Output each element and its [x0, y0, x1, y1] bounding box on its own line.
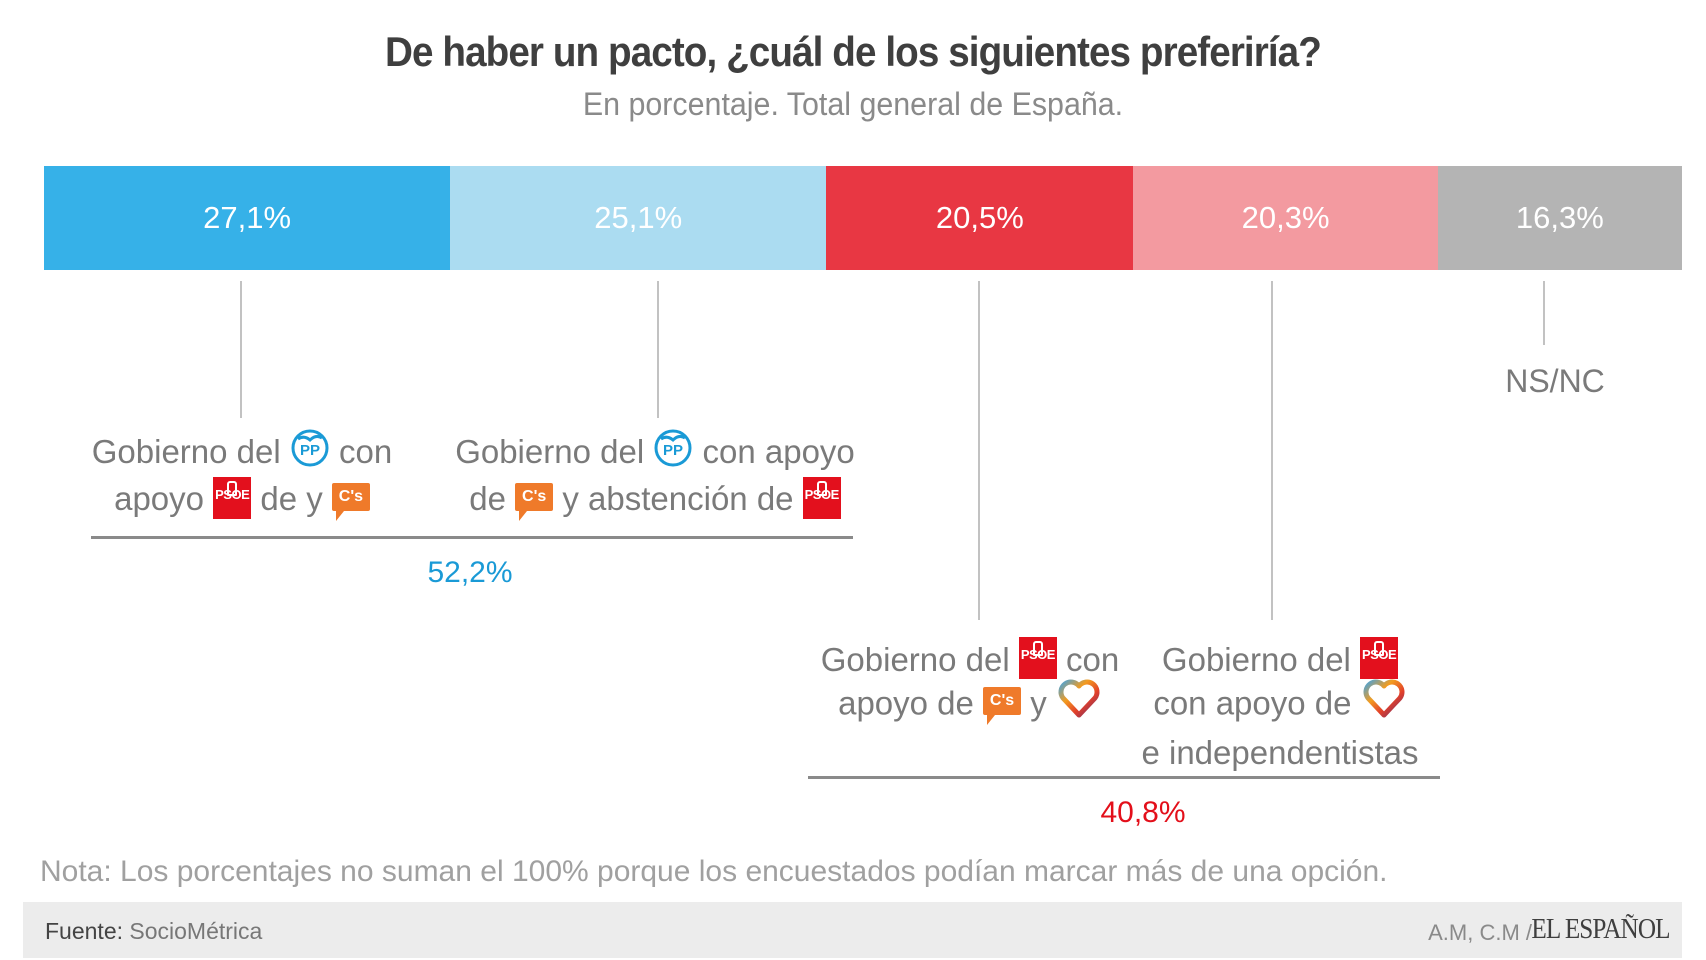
chart-subtitle: En porcentaje. Total general de España.	[582, 86, 1124, 122]
chart-title: De haber un pacto, ¿cuál de los siguient…	[385, 28, 1322, 75]
psoe-logo-icon: PSOE	[802, 476, 841, 519]
connector-line-4	[1543, 281, 1545, 345]
label-text: apoyo de	[838, 684, 974, 722]
bar-value-label: 25,1%	[594, 200, 683, 235]
bar-segment-2: 20,5%	[826, 166, 1134, 270]
bar-value-label: 16,3%	[1515, 200, 1604, 235]
label-text: de	[469, 480, 507, 518]
label-text: con	[339, 433, 393, 470]
cs-logo-icon: C's	[331, 482, 370, 521]
bar-segment-1: 25,1%	[450, 166, 827, 270]
psoe-logo-icon: PSOE	[1018, 637, 1057, 680]
label-text: e independentistas	[1141, 734, 1419, 771]
label-text: con apoyo de	[1153, 684, 1352, 722]
connector-line-2	[978, 281, 980, 620]
footer: Fuente: SocioMétrica A.M, C.M / EL ESPAÑ…	[23, 902, 1682, 958]
label-text: Gobierno del	[1161, 641, 1351, 678]
cs-logo-icon: C's	[983, 687, 1022, 725]
bar-value-label: 27,1%	[203, 200, 292, 235]
label-text: con apoyo	[702, 433, 855, 470]
option-label-psoe-podemos-independentistas: Gobierno del PSOE con apoyo de e indepen…	[1120, 637, 1440, 774]
connector-line-1	[657, 281, 659, 418]
psoe-logo-icon: PSOE	[213, 476, 252, 519]
label-text: Gobierno del	[91, 433, 281, 470]
option-label-nsnc: NS/NC	[1505, 363, 1605, 399]
svg-text:PP: PP	[300, 442, 320, 459]
podemos-heart-icon	[1361, 679, 1407, 731]
bar-segment-0: 27,1%	[44, 166, 451, 270]
footnote: Nota: Los porcentajes no suman el 100% p…	[40, 855, 1388, 888]
label-text: de y	[260, 480, 323, 518]
label-text: Gobierno del	[820, 641, 1010, 678]
source-value: SocioMétrica	[129, 918, 263, 944]
group-total-left-bloc: 40,8%	[1100, 796, 1186, 829]
option-label-pp-psoe-cs: Gobierno del PP con apoyo PSOE de y C's	[72, 429, 412, 521]
option-label-psoe-cs-podemos: Gobierno del PSOE con apoyo de C's y	[800, 637, 1140, 731]
cs-logo-icon: C's	[515, 482, 554, 521]
bar-value-label: 20,5%	[935, 200, 1024, 235]
label-text: y	[1030, 684, 1047, 722]
option-label-pp-cs-abstention-psoe: Gobierno del PP con apoyo de C's y abste…	[425, 429, 885, 521]
source-label: Fuente:	[45, 918, 123, 944]
stacked-bar: 27,1% 25,1% 20,5% 20,3% 16,3%	[44, 166, 1682, 270]
pp-logo-icon: PP	[290, 429, 330, 477]
bar-value-label: 20,3%	[1241, 200, 1330, 235]
brand-logo: EL ESPAÑOL	[1531, 914, 1671, 945]
source: Fuente: SocioMétrica	[45, 918, 262, 945]
label-text: con	[1066, 641, 1120, 678]
connector-line-3	[1271, 281, 1273, 620]
bar-segment-4: 16,3%	[1437, 166, 1682, 270]
bar-segment-3: 20,3%	[1133, 166, 1438, 270]
connector-line-0	[240, 281, 242, 418]
svg-text:PP: PP	[663, 442, 683, 459]
author-credit: A.M, C.M /	[1428, 920, 1532, 945]
pp-logo-icon: PP	[653, 429, 693, 477]
label-text: y abstención de	[562, 480, 794, 518]
label-text: Gobierno del	[455, 433, 645, 470]
podemos-heart-icon	[1056, 679, 1102, 731]
label-text: apoyo	[114, 480, 205, 518]
psoe-logo-icon: PSOE	[1360, 637, 1399, 680]
group-line-left-bloc	[808, 776, 1440, 779]
group-line-right-bloc	[91, 536, 853, 539]
group-total-right-bloc: 52,2%	[427, 556, 513, 589]
